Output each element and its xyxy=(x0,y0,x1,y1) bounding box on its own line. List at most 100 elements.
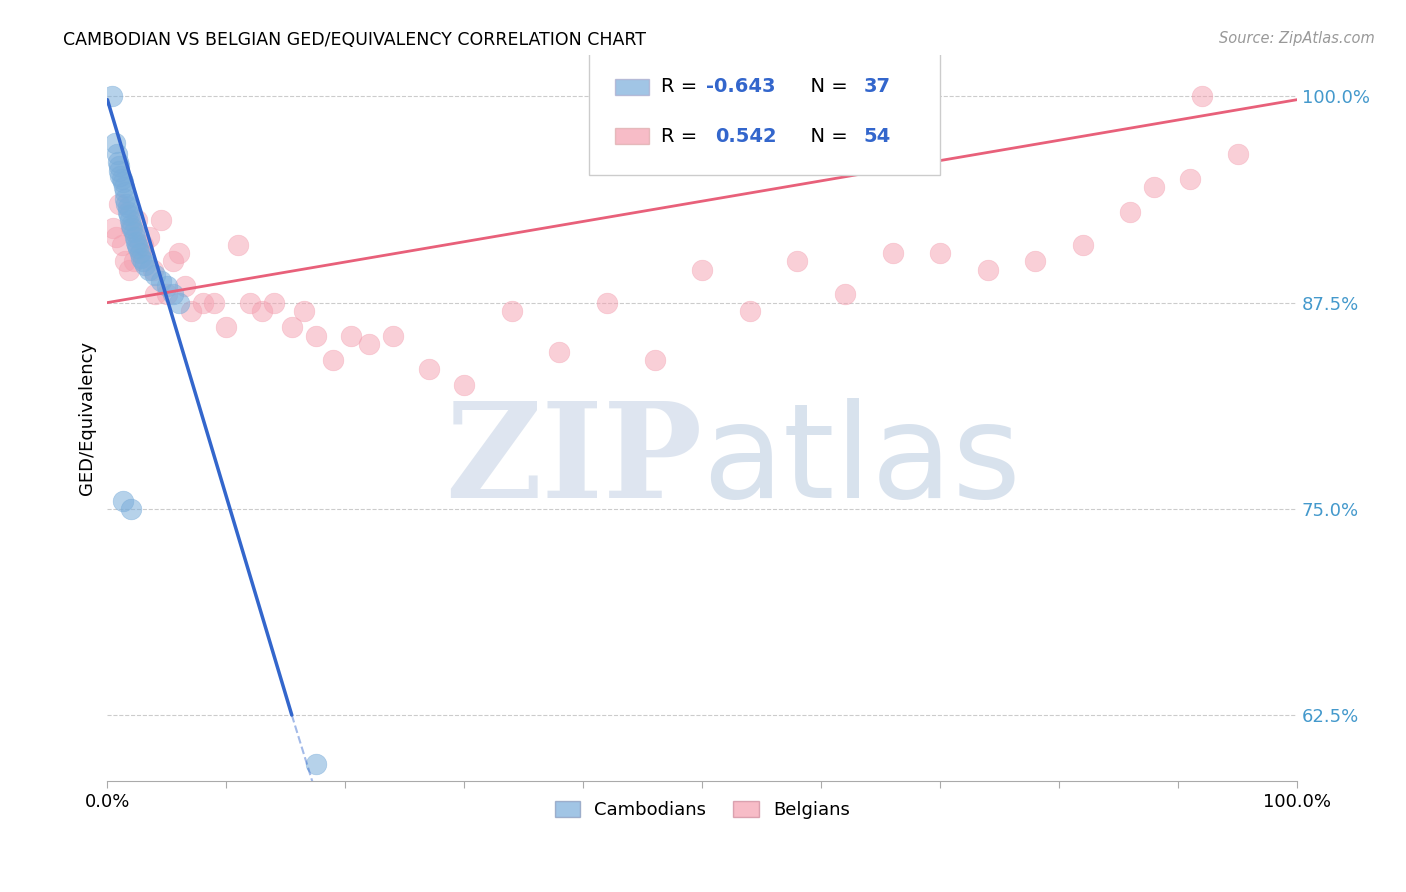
Point xyxy=(226,237,249,252)
Point xyxy=(340,328,363,343)
Point xyxy=(122,225,145,239)
Point xyxy=(115,196,138,211)
Point xyxy=(120,218,142,232)
Point xyxy=(125,235,148,249)
FancyBboxPatch shape xyxy=(616,78,650,95)
Point xyxy=(304,757,326,772)
Point xyxy=(129,251,152,265)
Point xyxy=(162,254,184,268)
Legend: Cambodians, Belgians: Cambodians, Belgians xyxy=(547,794,858,826)
FancyBboxPatch shape xyxy=(616,128,650,145)
Point xyxy=(120,501,142,516)
Point xyxy=(121,221,143,235)
Point xyxy=(103,136,125,150)
Text: Source: ZipAtlas.com: Source: ZipAtlas.com xyxy=(1219,31,1375,46)
Point xyxy=(143,287,166,301)
Point xyxy=(108,163,131,178)
Point xyxy=(108,159,131,173)
Point xyxy=(107,155,129,169)
Point xyxy=(117,205,139,219)
Point xyxy=(977,262,1000,277)
Text: 54: 54 xyxy=(863,127,891,145)
Point xyxy=(359,336,381,351)
Point xyxy=(1226,147,1249,161)
Point xyxy=(127,237,149,252)
Point xyxy=(138,262,160,277)
Point xyxy=(281,320,304,334)
Point xyxy=(138,229,160,244)
Point xyxy=(786,254,808,268)
Point xyxy=(118,208,141,222)
Text: CAMBODIAN VS BELGIAN GED/EQUIVALENCY CORRELATION CHART: CAMBODIAN VS BELGIAN GED/EQUIVALENCY COR… xyxy=(63,31,647,49)
Point xyxy=(501,303,523,318)
Point xyxy=(738,303,761,318)
Point xyxy=(418,361,440,376)
Point xyxy=(215,320,238,334)
Point xyxy=(1191,89,1213,103)
Text: ZIP: ZIP xyxy=(446,397,702,526)
Point xyxy=(132,237,155,252)
Point xyxy=(1178,172,1201,186)
Point xyxy=(132,254,155,268)
Point xyxy=(117,200,139,214)
Point xyxy=(453,378,475,392)
Point xyxy=(114,185,136,199)
Text: N =: N = xyxy=(799,127,853,145)
Point xyxy=(180,303,202,318)
Point xyxy=(118,213,141,227)
Point xyxy=(118,262,141,277)
Point xyxy=(156,279,179,293)
Point xyxy=(204,295,226,310)
Point xyxy=(548,345,571,359)
Point xyxy=(644,353,666,368)
Point xyxy=(167,246,190,260)
Text: 0.542: 0.542 xyxy=(714,127,776,145)
Y-axis label: GED/Equivalency: GED/Equivalency xyxy=(79,341,96,495)
Point xyxy=(129,246,152,260)
Point xyxy=(1024,254,1046,268)
Text: R =: R = xyxy=(661,127,710,145)
Point xyxy=(104,229,127,244)
Point xyxy=(111,175,134,189)
Point xyxy=(108,196,131,211)
Point xyxy=(110,169,132,183)
Point xyxy=(167,295,190,310)
Point xyxy=(128,246,150,260)
Text: N =: N = xyxy=(799,77,853,96)
Point xyxy=(381,328,404,343)
Point xyxy=(122,254,145,268)
Point xyxy=(162,287,184,301)
Point xyxy=(239,295,262,310)
Point xyxy=(1071,237,1094,252)
Point xyxy=(156,287,179,301)
Point xyxy=(834,287,856,301)
Text: R =: R = xyxy=(661,77,704,96)
Point xyxy=(263,295,285,310)
Point xyxy=(304,328,326,343)
Point xyxy=(124,229,146,244)
Point xyxy=(112,180,135,194)
Text: atlas: atlas xyxy=(702,398,1021,525)
Point xyxy=(250,303,273,318)
Point xyxy=(173,279,195,293)
Point xyxy=(882,246,904,260)
Point xyxy=(101,89,124,103)
FancyBboxPatch shape xyxy=(589,48,941,175)
Point xyxy=(120,221,142,235)
Point xyxy=(690,262,713,277)
Point xyxy=(111,237,134,252)
Text: 37: 37 xyxy=(863,77,890,96)
Point xyxy=(114,254,136,268)
Point xyxy=(134,258,156,272)
Point xyxy=(596,295,619,310)
Point xyxy=(105,147,128,161)
Point xyxy=(111,493,134,508)
Point xyxy=(149,213,172,227)
Point xyxy=(142,262,165,277)
Point xyxy=(127,213,149,227)
Point xyxy=(127,241,149,255)
Point xyxy=(143,268,166,282)
Point xyxy=(1143,180,1166,194)
Point xyxy=(292,303,315,318)
Point xyxy=(149,274,172,288)
